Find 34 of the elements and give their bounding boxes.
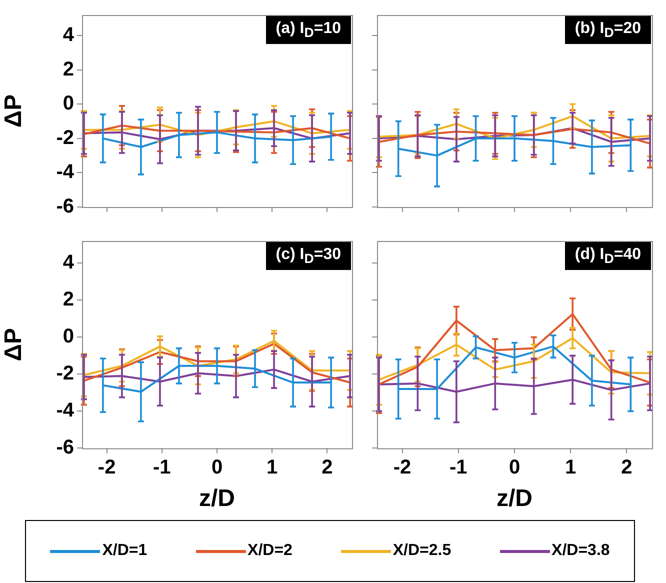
y-tick-label: -4	[56, 161, 75, 184]
legend-label: X/D=2	[248, 542, 292, 560]
y-tick-label: 0	[62, 92, 74, 115]
chart-title: (c) I$_{D}$=30	[266, 242, 351, 270]
y-tick-label: -6	[56, 436, 74, 459]
x-tick-label: 0	[211, 456, 223, 479]
legend-label: X/D=3.8	[552, 542, 610, 560]
y-tick-label: 2	[62, 288, 74, 311]
y-tick-label: -4	[56, 400, 75, 422]
chart-title: (d) I$_{D}$=40	[564, 242, 651, 270]
x-tick-label: -1	[153, 456, 171, 479]
y-tick-label: 4	[62, 252, 75, 274]
chart-title: (a) I$_{D}$=10	[266, 16, 351, 44]
x-tick-label: 2	[621, 456, 632, 479]
chart-title: (b) I$_{D}$=20	[564, 16, 651, 44]
x-tick-label: -2	[98, 456, 116, 479]
x-tick-label: -1	[449, 456, 468, 479]
x-tick-label: 2	[322, 456, 333, 479]
y-tick-label: -6	[56, 196, 74, 218]
y-axis-title: ΔP	[0, 328, 28, 362]
y-tick-label: -2	[56, 126, 74, 149]
y-axis-title: ΔP	[0, 94, 28, 128]
x-tick-label: 1	[266, 456, 278, 479]
x-axis-title: z/D	[199, 485, 235, 512]
legend-label: X/D=1	[102, 542, 148, 560]
y-tick-label: -2	[56, 362, 74, 385]
x-tick-label: 0	[508, 456, 520, 479]
y-tick-label: 0	[62, 326, 74, 348]
x-axis-title: z/D	[496, 485, 532, 512]
x-tick-label: 1	[565, 456, 576, 479]
y-tick-label: 4	[62, 24, 75, 46]
x-tick-label: -2	[393, 456, 412, 479]
y-tick-label: 2	[62, 58, 74, 80]
legend-label: X/D=2.5	[392, 542, 452, 560]
